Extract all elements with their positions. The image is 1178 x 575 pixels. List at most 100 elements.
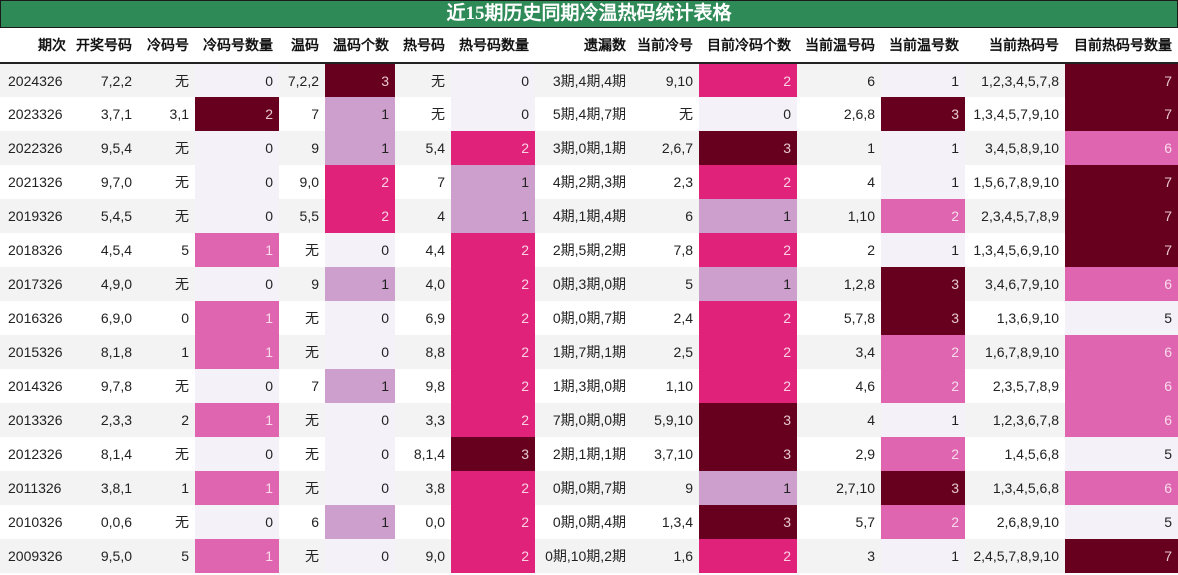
- cell-cold-numbers: 1: [138, 471, 195, 505]
- table-row[interactable]: 2019326 5,4,5 无 0 5,5 2 4 1 4期,1期,4期 6 1 1,10 2 2,3,4…: [0, 199, 1178, 233]
- cell-hot-numbers: 3,8: [395, 471, 451, 505]
- cell-current-warm: 5,7,8: [797, 301, 881, 335]
- column-header-hot-count[interactable]: 热号码数量: [451, 28, 535, 64]
- column-header-warm-count[interactable]: 温码个数: [325, 28, 395, 64]
- cell-warm-numbers: 无: [279, 335, 325, 369]
- cell-warm-numbers: 7: [279, 369, 325, 403]
- cell-period: 2013326: [0, 403, 72, 437]
- cell-miss-count: 3期,0期,1期: [535, 131, 632, 165]
- cell-current-hot: 1,3,4,5,6,9,10: [965, 233, 1065, 267]
- cell-warm-count: 2: [325, 165, 395, 199]
- column-header-period[interactable]: 期次: [0, 28, 72, 64]
- cell-miss-count: 0期,3期,0期: [535, 267, 632, 301]
- cell-warm-count: 0: [325, 437, 395, 471]
- cell-draw-numbers: 5,4,5: [72, 199, 138, 233]
- cell-current-hot-count: 6: [1065, 267, 1178, 301]
- cell-current-warm: 6: [797, 63, 881, 97]
- cell-cold-count: 1: [195, 403, 279, 437]
- cell-current-cold-count: 2: [699, 539, 797, 573]
- cell-warm-numbers: 7,2,2: [279, 63, 325, 97]
- cell-hot-count: 0: [451, 97, 535, 131]
- cell-current-hot: 2,4,5,7,8,9,10: [965, 539, 1065, 573]
- cell-miss-count: 2期,1期,1期: [535, 437, 632, 471]
- cell-cold-numbers: 无: [138, 505, 195, 539]
- cell-warm-numbers: 无: [279, 539, 325, 573]
- cell-current-warm: 2: [797, 233, 881, 267]
- cell-draw-numbers: 0,0,6: [72, 505, 138, 539]
- cell-warm-numbers: 无: [279, 233, 325, 267]
- cell-period: 2009326: [0, 539, 72, 573]
- cell-cold-count: 0: [195, 63, 279, 97]
- cell-hot-numbers: 无: [395, 63, 451, 97]
- cell-current-warm: 1: [797, 131, 881, 165]
- column-header-current-cold-count[interactable]: 目前冷码个数: [699, 28, 797, 64]
- cell-hot-count: 2: [451, 539, 535, 573]
- table-row[interactable]: 2021326 9,7,0 无 0 9,0 2 7 1 4期,2期,3期 2,3 2 4 1 1,5,6,…: [0, 165, 1178, 199]
- cell-cold-numbers: 无: [138, 437, 195, 471]
- column-header-current-warm[interactable]: 当前温号码: [797, 28, 881, 64]
- cell-cold-count: 1: [195, 539, 279, 573]
- cell-period: 2015326: [0, 335, 72, 369]
- cell-draw-numbers: 9,5,4: [72, 131, 138, 165]
- cell-hot-count: 2: [451, 505, 535, 539]
- table-row[interactable]: 2023326 3,7,1 3,1 2 7 1 无 0 5期,4期,7期无 0 2,6,8 3 1,3,…: [0, 97, 1178, 131]
- cell-period: 2018326: [0, 233, 72, 267]
- cell-current-cold-count: 3: [699, 505, 797, 539]
- cell-current-hot-count: 6: [1065, 471, 1178, 505]
- column-header-current-cold[interactable]: 当前冷号: [632, 28, 699, 64]
- cell-cold-count: 1: [195, 233, 279, 267]
- column-header-miss-count[interactable]: 遗漏数: [535, 28, 632, 64]
- cell-hot-count: 1: [451, 199, 535, 233]
- column-header-warm-numbers[interactable]: 温码: [279, 28, 325, 64]
- cell-cold-count: 2: [195, 97, 279, 131]
- cell-current-cold-count: 1: [699, 267, 797, 301]
- cell-miss-count: 0期,0期,4期: [535, 505, 632, 539]
- cell-warm-count: 0: [325, 539, 395, 573]
- cell-warm-count: 1: [325, 267, 395, 301]
- cell-period: 2012326: [0, 437, 72, 471]
- table-row[interactable]: 2011326 3,8,1 1 1 无 0 3,8 2 0期,0期,7期 9 1 2,7,10 3 1,3…: [0, 471, 1178, 505]
- column-header-current-warm-count[interactable]: 当前温号数: [881, 28, 965, 64]
- table-row[interactable]: 2015326 8,1,8 1 1 无 0 8,8 2 1期,7期,1期 2,5 2 3,4 2 1,6,…: [0, 335, 1178, 369]
- column-header-draw-numbers[interactable]: 开奖号码: [72, 28, 138, 64]
- table-row[interactable]: 2010326 0,0,6 无 0 6 1 0,0 2 0期,0期,4期 1,3,4 3 5,7 2 2,…: [0, 505, 1178, 539]
- table-row[interactable]: 2013326 2,3,3 2 1 无 0 3,3 2 7期,0期,0期 5,9,10 3 4 1 1,2…: [0, 403, 1178, 437]
- cell-cold-numbers: 0: [138, 301, 195, 335]
- table-row[interactable]: 2022326 9,5,4 无 0 9 1 5,4 2 3期,0期,1期 2,6,7 3 1 1 3,4,…: [0, 131, 1178, 165]
- cell-current-warm-count: 1: [881, 403, 965, 437]
- column-header-hot-numbers[interactable]: 热号码: [395, 28, 451, 64]
- table-row[interactable]: 2009326 9,5,0 5 1 无 0 9,0 2 0期,10期,2期 1,6 2 3 1 2,4,5…: [0, 539, 1178, 573]
- cell-cold-count: 0: [195, 165, 279, 199]
- column-header-current-hot-count[interactable]: 目前热码号数量: [1065, 28, 1178, 64]
- cell-current-cold: 无: [632, 97, 699, 131]
- cell-warm-count: 0: [325, 233, 395, 267]
- cell-warm-numbers: 9: [279, 267, 325, 301]
- table-row[interactable]: 2017326 4,9,0 无 0 9 1 4,0 2 0期,3期,0期 5 1 1,2,8 3 3,4,…: [0, 267, 1178, 301]
- column-header-cold-numbers[interactable]: 冷码号: [138, 28, 195, 64]
- cell-current-cold: 7,8: [632, 233, 699, 267]
- table-row[interactable]: 2014326 9,7,8 无 0 7 1 9,8 2 1期,3期,0期 1,10 2 4,6 2 2,3…: [0, 369, 1178, 403]
- cell-cold-numbers: 无: [138, 165, 195, 199]
- cell-hot-count: 1: [451, 165, 535, 199]
- cell-period: 2010326: [0, 505, 72, 539]
- table-row[interactable]: 2012326 8,1,4 无 0 无 0 8,1,4 3 2期,1期,1期 3,7,10 3 2,9…: [0, 437, 1178, 471]
- cell-miss-count: 7期,0期,0期: [535, 403, 632, 437]
- cell-current-cold: 2,4: [632, 301, 699, 335]
- column-header-cold-count[interactable]: 冷码号数量: [195, 28, 279, 64]
- cell-miss-count: 1期,7期,1期: [535, 335, 632, 369]
- column-header-current-hot[interactable]: 当前热码号: [965, 28, 1065, 64]
- cell-draw-numbers: 8,1,4: [72, 437, 138, 471]
- cell-current-cold-count: 1: [699, 471, 797, 505]
- cell-cold-count: 0: [195, 369, 279, 403]
- table-row[interactable]: 2024326 7,2,2 无 0 7,2,2 3 无 0 3期,4期,4期 9,10 2 6 1 1,2…: [0, 63, 1178, 97]
- table-title: 近15期历史同期冷温热码统计表格: [0, 0, 1178, 28]
- cell-warm-numbers: 5,5: [279, 199, 325, 233]
- cell-cold-numbers: 无: [138, 63, 195, 97]
- cell-draw-numbers: 3,7,1: [72, 97, 138, 131]
- cell-current-cold: 1,3,4: [632, 505, 699, 539]
- table-row[interactable]: 2018326 4,5,4 5 1 无 0 4,4 2 2期,5期,2期 7,8 2 2 1 1,3,4,…: [0, 233, 1178, 267]
- table-row[interactable]: 2016326 6,9,0 0 1 无 0 6,9 2 0期,0期,7期 2,4 2 5,7,8 3 1,…: [0, 301, 1178, 335]
- cell-period: 2019326: [0, 199, 72, 233]
- cell-warm-numbers: 无: [279, 301, 325, 335]
- cell-current-warm: 1,10: [797, 199, 881, 233]
